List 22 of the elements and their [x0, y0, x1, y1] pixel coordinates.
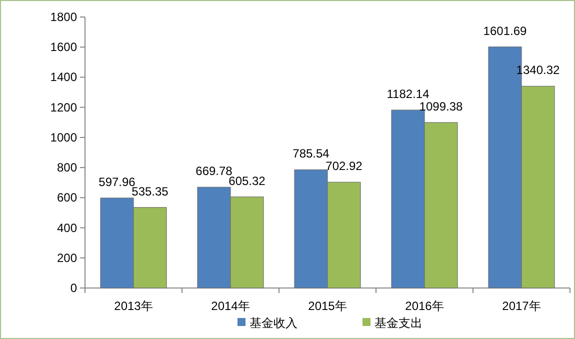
ytick: 400: [56, 220, 77, 235]
legend-label: 基金收入: [250, 316, 298, 330]
ytick: 1000: [50, 130, 77, 144]
data-label: 1099.38: [419, 99, 463, 114]
ytick: 1400: [50, 70, 77, 84]
ytick: 1200: [50, 100, 77, 114]
ytick: 1600: [50, 40, 77, 54]
xtick: 2017年: [502, 299, 541, 313]
xtick: 2013年: [114, 299, 153, 313]
data-label: 785.54: [292, 146, 330, 161]
data-label: 702.92: [326, 159, 362, 174]
ytick: 200: [56, 250, 77, 265]
data-label: 1601.69: [483, 24, 527, 38]
data-label: 1182.14: [386, 87, 430, 102]
xtick: 2014年: [211, 299, 250, 313]
xtick: 2016年: [405, 299, 444, 313]
ytick: 0: [70, 281, 77, 295]
ytick: 600: [56, 190, 77, 205]
ytick: 1800: [50, 10, 77, 24]
legend-label: 基金支出: [374, 316, 422, 330]
xtick: 2015年: [308, 299, 347, 313]
ytick: 800: [56, 160, 77, 175]
